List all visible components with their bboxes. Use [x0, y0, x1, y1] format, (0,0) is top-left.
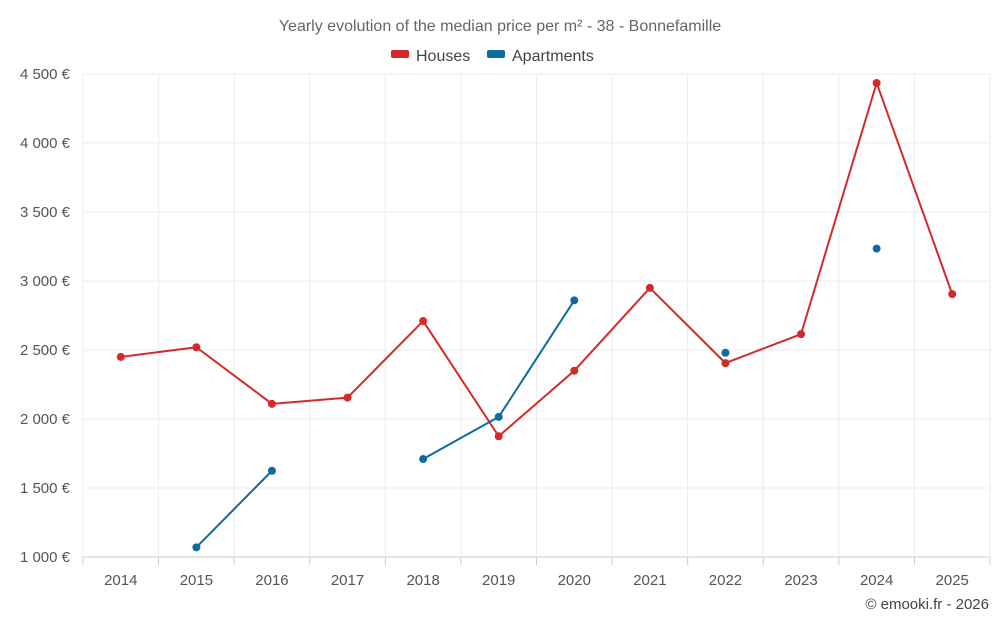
data-point-houses[interactable]: [494, 432, 503, 441]
x-tick-label: 2025: [936, 572, 969, 589]
data-point-houses[interactable]: [116, 352, 125, 361]
x-tick-label: 2014: [104, 572, 137, 589]
data-point-houses[interactable]: [267, 399, 276, 408]
legend: Houses Apartments: [391, 48, 594, 65]
credit: © emooki.fr - 2026: [865, 596, 989, 613]
legend-label-houses[interactable]: Houses: [416, 48, 470, 65]
data-point-houses[interactable]: [645, 283, 654, 292]
x-tick-label: 2022: [709, 572, 742, 589]
data-point-apartments[interactable]: [192, 543, 201, 552]
y-tick-label: 4 000 €: [20, 135, 71, 152]
x-tick-label: 2020: [558, 572, 591, 589]
data-point-apartments[interactable]: [494, 412, 503, 421]
data-point-houses[interactable]: [721, 359, 730, 368]
series-apartments: [192, 244, 881, 552]
data-point-houses[interactable]: [948, 290, 957, 299]
x-tick-label: 2017: [331, 572, 364, 589]
y-axis-labels: 1 000 € 1 500 € 2 000 € 2 500 € 3 000 € 3 500…: [20, 66, 71, 566]
legend-swatch-apartments: [487, 50, 505, 58]
legend-swatch-houses: [391, 50, 409, 58]
chart-title: Yearly evolution of the median price per…: [279, 18, 721, 35]
y-tick-label: 4 500 €: [20, 66, 71, 83]
data-point-apartments[interactable]: [267, 466, 276, 475]
x-axis-labels: 2014 2015 2016 2017 2018 2019 2020 2021 2022 2023…: [104, 572, 969, 589]
data-point-apartments[interactable]: [721, 348, 730, 357]
data-point-houses[interactable]: [192, 343, 201, 352]
data-point-houses[interactable]: [419, 317, 428, 326]
y-tick-label: 1 500 €: [20, 480, 71, 497]
series-houses: [116, 78, 957, 441]
data-point-houses[interactable]: [343, 393, 352, 402]
data-point-houses[interactable]: [797, 330, 806, 339]
x-tick-label: 2023: [784, 572, 817, 589]
x-tick-label: 2021: [633, 572, 666, 589]
x-tick-label: 2018: [406, 572, 439, 589]
y-tick-label: 3 500 €: [20, 204, 71, 221]
x-tick-label: 2019: [482, 572, 515, 589]
data-point-houses[interactable]: [872, 78, 881, 87]
x-tick-label: 2016: [255, 572, 288, 589]
data-point-apartments[interactable]: [872, 244, 881, 253]
x-tick-label: 2015: [180, 572, 213, 589]
y-tick-label: 3 000 €: [20, 273, 71, 290]
grid: [82, 73, 991, 565]
x-tick-label: 2024: [860, 572, 893, 589]
y-tick-label: 1 000 €: [20, 549, 71, 566]
data-point-apartments[interactable]: [570, 296, 579, 305]
series-line-houses: [120, 81, 954, 438]
y-tick-label: 2 000 €: [20, 411, 71, 428]
series-line-apartments: [195, 470, 273, 549]
legend-label-apartments[interactable]: Apartments: [512, 48, 594, 65]
y-tick-label: 2 500 €: [20, 342, 71, 359]
data-point-houses[interactable]: [570, 366, 579, 375]
data-point-apartments[interactable]: [419, 455, 428, 464]
series: [116, 78, 957, 552]
